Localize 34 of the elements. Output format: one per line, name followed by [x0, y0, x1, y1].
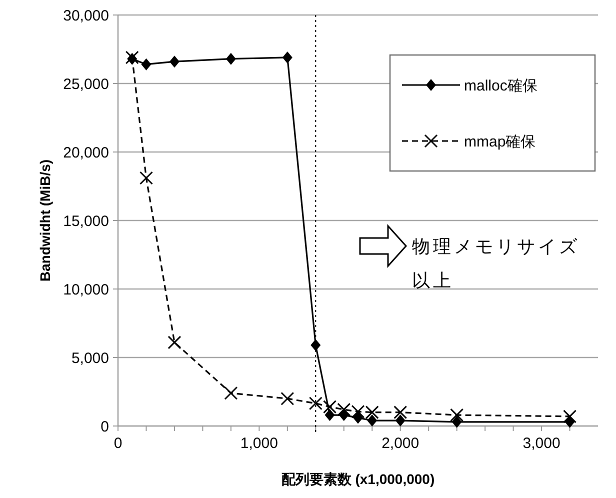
point — [395, 414, 406, 427]
point — [353, 412, 363, 424]
y-axis-title: Bandwidht (MiB/s) — [37, 159, 53, 282]
legend-label: mmap確保 — [464, 133, 536, 150]
point — [141, 58, 152, 70]
point — [324, 409, 335, 422]
x-tick-label: 2,000 — [382, 435, 420, 452]
point — [394, 406, 408, 420]
point — [563, 410, 577, 424]
point — [308, 396, 322, 410]
point — [280, 392, 294, 406]
point — [450, 408, 464, 422]
point — [452, 416, 462, 428]
y-tick-label: 15,000 — [63, 212, 109, 230]
point — [139, 171, 153, 185]
legend-label: malloc確保 — [464, 77, 538, 94]
y-tick-label: 20,000 — [63, 144, 109, 162]
point — [310, 339, 321, 352]
point — [224, 386, 238, 400]
point — [367, 414, 378, 427]
y-tick-label: 30,000 — [63, 7, 109, 24]
x-tick-label: 3,000 — [522, 435, 560, 452]
point — [226, 52, 236, 65]
point — [168, 336, 182, 350]
annotation: 物理メモリサイズ以上 — [412, 236, 580, 290]
point — [169, 56, 180, 68]
y-tick-label: 0 — [100, 418, 109, 436]
point — [282, 51, 292, 64]
x-tick-label: 0 — [114, 435, 122, 452]
x-axis-title: 配列要素数 (x1,000,000) — [281, 471, 435, 487]
x-tick-label: 1,000 — [240, 435, 278, 452]
y-tick-label: 5,000 — [71, 350, 109, 367]
y-tick-label: 10,000 — [63, 281, 109, 298]
y-tick-label: 25,000 — [63, 76, 109, 93]
